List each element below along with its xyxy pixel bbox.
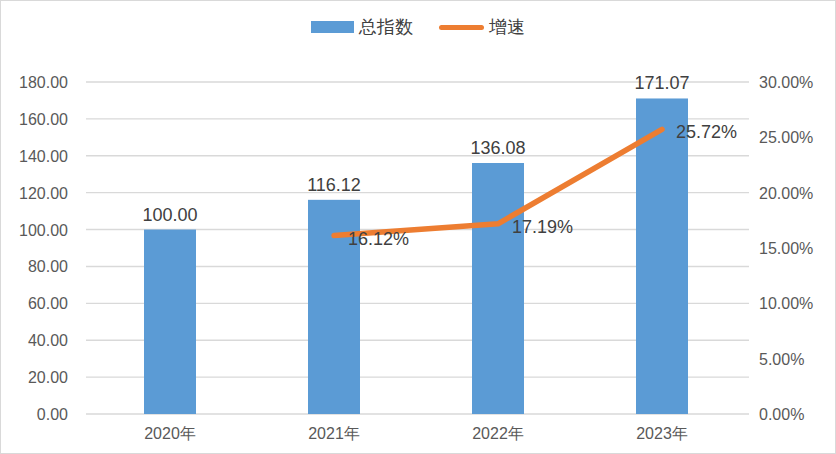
right-axis-tick-label: 15.00%: [759, 240, 813, 257]
bar-data-label: 116.12: [307, 175, 361, 195]
right-axis-tick-label: 25.00%: [759, 129, 813, 146]
left-axis-tick-label: 40.00: [28, 332, 68, 349]
left-axis-tick-label: 60.00: [28, 295, 68, 312]
line-data-label: 16.12%: [348, 229, 409, 249]
legend-label-total-index: 总指数: [359, 18, 413, 36]
legend-item-growth-rate: 增速: [439, 18, 525, 36]
legend-label-growth-rate: 增速: [489, 18, 525, 36]
right-axis-tick-label: 20.00%: [759, 185, 813, 202]
x-axis-tick-label: 2020年: [144, 425, 196, 442]
x-axis-tick-label: 2022年: [472, 425, 524, 442]
bar-data-label: 171.07: [634, 73, 689, 93]
x-axis-tick-label: 2023年: [636, 425, 688, 442]
bar-2023年: [636, 98, 688, 414]
right-axis-tick-label: 0.00%: [759, 406, 804, 423]
right-axis-tick-label: 30.00%: [759, 74, 813, 91]
right-axis-tick-label: 10.00%: [759, 295, 813, 312]
bar-2022年: [472, 163, 524, 414]
legend: 总指数 增速: [1, 18, 835, 36]
left-axis-tick-label: 80.00: [28, 258, 68, 275]
left-axis-tick-label: 0.00: [37, 406, 68, 423]
left-axis-tick-label: 180.00: [19, 74, 68, 91]
left-axis-tick-label: 20.00: [28, 369, 68, 386]
chart-canvas: 总指数 增速 180.00 160.00 140.00 120.00 100.00 80.…: [0, 0, 836, 454]
bar-series-swatch-icon: [311, 21, 354, 33]
line-series-swatch-icon: [439, 25, 484, 30]
bar-data-label: 136.08: [470, 138, 525, 158]
line-data-label: 17.19%: [512, 217, 573, 237]
bar-2020年: [144, 230, 196, 414]
left-axis-tick-label: 100.00: [19, 222, 68, 239]
bar-data-label: 100.00: [142, 205, 197, 225]
left-axis-tick-label: 120.00: [19, 185, 68, 202]
plot-area: 180.00 160.00 140.00 120.00 100.00 80.00 60.00…: [1, 1, 836, 454]
left-axis-tick-label: 160.00: [19, 111, 68, 128]
x-axis-tick-label: 2021年: [308, 425, 360, 442]
left-axis-tick-label: 140.00: [19, 148, 68, 165]
line-data-label: 25.72%: [676, 122, 737, 142]
right-axis-tick-label: 5.00%: [759, 351, 804, 368]
legend-item-total-index: 总指数: [311, 18, 413, 36]
